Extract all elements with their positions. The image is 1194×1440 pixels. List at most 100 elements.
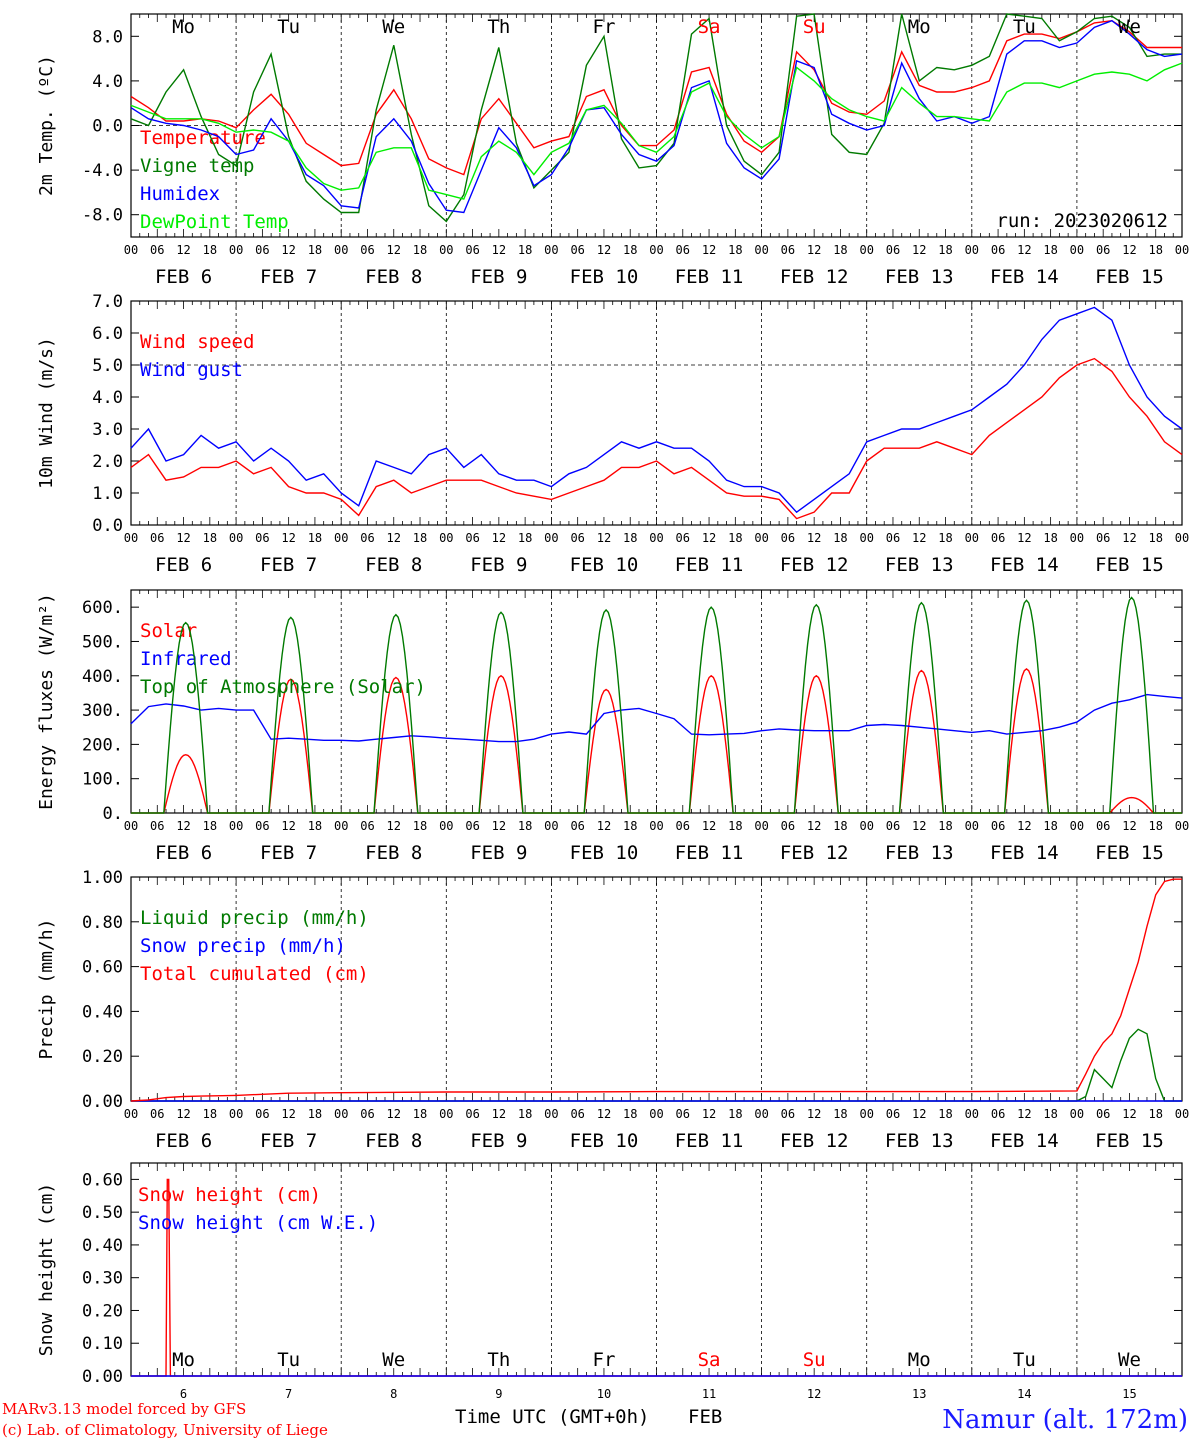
x-hour-label: 12 (281, 531, 295, 545)
x-hour-label: 18 (1148, 243, 1162, 257)
day-name-top: Mo (172, 16, 195, 38)
x-hour-label: 12 (492, 531, 506, 545)
y-tick-label: 0.50 (82, 1203, 123, 1223)
x-hour-label: 06 (150, 1107, 164, 1121)
x-hour-label: 06 (991, 531, 1005, 545)
legend-entry: DewPoint Temp (140, 211, 289, 233)
x-hour-label: 06 (255, 243, 269, 257)
x-hour-label: 18 (413, 1107, 427, 1121)
y-tick-label: 1.00 (82, 868, 123, 888)
x-date-label: FEB 7 (260, 554, 317, 576)
x-hour-label: 00 (649, 1107, 663, 1121)
x-date-label: FEB 6 (155, 842, 212, 864)
x-hour-label: 12 (1017, 243, 1031, 257)
x-hour-label: 18 (203, 243, 217, 257)
x-date-label: FEB 9 (470, 1130, 527, 1152)
x-hour-label: 12 (281, 819, 295, 833)
y-tick-label: 1.0 (92, 484, 123, 504)
y-axis-label: 2m Temp. (ºC) (36, 55, 57, 196)
x-hour-label: 12 (492, 243, 506, 257)
y-tick-label: 7.0 (92, 292, 123, 312)
x-hour-label: 12 (807, 243, 821, 257)
x-hour-label: 00 (649, 819, 663, 833)
day-name-bottom: We (382, 1349, 405, 1371)
x-hour-label: 18 (623, 819, 637, 833)
y-tick-label: 200. (82, 735, 123, 755)
x-hour-label: 06 (255, 819, 269, 833)
x-hour-label: 12 (807, 531, 821, 545)
series-line-total-cumulated-cm- (130, 878, 1182, 1102)
day-name-bottom: Su (803, 1349, 826, 1371)
legend-entry: Temperature (140, 127, 266, 149)
x-date-label: FEB 10 (570, 266, 639, 288)
x-hour-label: 00 (754, 1107, 768, 1121)
x-date-label: FEB 12 (780, 842, 849, 864)
y-tick-label: 100. (82, 770, 123, 790)
x-date-label: FEB 6 (155, 1130, 212, 1152)
x-hour-label: 06 (150, 819, 164, 833)
x-date-label: FEB 12 (780, 1130, 849, 1152)
x-hour-label: 06 (1096, 1107, 1110, 1121)
x-hour-label: 12 (281, 1107, 295, 1121)
x-hour-label: 12 (912, 243, 926, 257)
x-hour-label: 00 (229, 1107, 243, 1121)
y-tick-label: 2.0 (92, 452, 123, 472)
x-hour-label: 18 (413, 243, 427, 257)
x-date-label: FEB 15 (1095, 554, 1164, 576)
y-tick-label: 300. (82, 701, 123, 721)
x-hour-label: 18 (1043, 243, 1057, 257)
day-name-top: We (382, 16, 405, 38)
x-hour-label: 06 (991, 819, 1005, 833)
x-date-label: FEB 15 (1095, 1130, 1164, 1152)
x-hour-label: 12 (702, 243, 716, 257)
day-number: 6 (180, 1387, 187, 1401)
y-tick-label: 8.0 (92, 27, 123, 47)
day-number: 9 (495, 1387, 502, 1401)
y-tick-label: 0.20 (82, 1301, 123, 1321)
x-hour-label: 00 (1070, 1107, 1084, 1121)
y-tick-label: 3.0 (92, 420, 123, 440)
x-hour-label: 06 (465, 531, 479, 545)
x-hour-label: 12 (176, 1107, 190, 1121)
x-date-label: FEB 11 (675, 842, 744, 864)
x-hour-label: 06 (465, 819, 479, 833)
x-hour-label: 00 (124, 531, 138, 545)
x-hour-label: 00 (649, 243, 663, 257)
x-hour-label: 18 (728, 243, 742, 257)
day-name-top: Fr (593, 16, 616, 38)
panel-4: 1.00 0.80 0.60 0.40 0.20 0.00 Precip (mm/h) Liq… (36, 868, 1189, 1152)
x-hour-label: 00 (439, 531, 453, 545)
series-line-vigne-temp (130, 13, 1182, 223)
x-hour-label: 00 (754, 531, 768, 545)
x-hour-label: 18 (623, 243, 637, 257)
panel-5: 0.60 0.50 0.40 0.30 0.20 0.10 0.00 Snow height … (36, 1162, 1183, 1387)
x-hour-label: 06 (360, 531, 374, 545)
x-hour-label: 12 (597, 1107, 611, 1121)
x-date-label: FEB 13 (885, 554, 954, 576)
x-hour-label: 06 (676, 1107, 690, 1121)
series-line-dewpoint-temp (130, 62, 1183, 200)
x-hour-label: 12 (1122, 819, 1136, 833)
x-hour-label: 00 (1070, 243, 1084, 257)
y-tick-label: 500. (82, 632, 123, 652)
series-line-wind-speed (130, 357, 1183, 520)
y-tick-label: 4.0 (92, 72, 123, 92)
x-hour-label: 12 (912, 531, 926, 545)
panel-2: 7.0 6.0 5.0 4.0 3.0 2.0 1.0 0.0 10m Wind (m/s) Wi… (36, 292, 1189, 576)
day-number: 7 (285, 1387, 292, 1401)
x-hour-label: 00 (124, 1107, 138, 1121)
y-tick-label: 400. (82, 667, 123, 687)
x-hour-label: 00 (544, 531, 558, 545)
legend-entry: Solar (140, 620, 197, 642)
x-hour-label: 18 (1148, 1107, 1162, 1121)
x-date-label: FEB 7 (260, 1130, 317, 1152)
y-tick-label: 600. (82, 598, 123, 618)
x-hour-label: 18 (413, 819, 427, 833)
y-tick-label: 0.00 (82, 1092, 123, 1112)
x-hour-label: 06 (781, 531, 795, 545)
x-hour-label: 12 (1122, 243, 1136, 257)
x-hour-label: 18 (308, 531, 322, 545)
x-date-label: FEB 11 (675, 266, 744, 288)
day-number: 11 (702, 1387, 716, 1401)
x-hour-label: 12 (387, 819, 401, 833)
